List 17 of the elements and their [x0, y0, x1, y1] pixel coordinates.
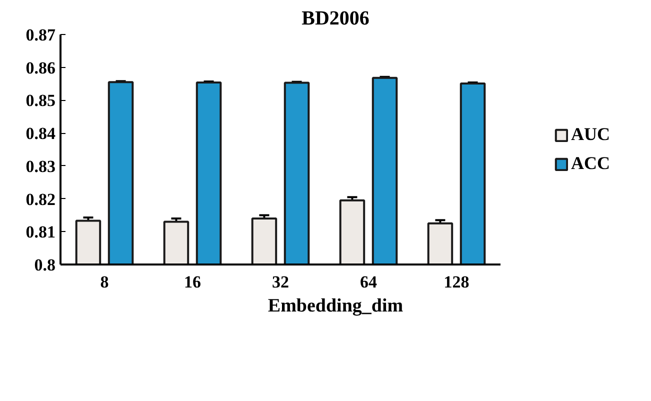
y-tick-label: 0.83: [26, 156, 56, 176]
y-tick-label: 0.87: [26, 26, 56, 44]
legend-label: ACC: [571, 153, 610, 174]
x-tick-label: 64: [360, 272, 378, 292]
chart-title: BD2006: [302, 8, 370, 30]
y-tick-label: 0.84: [26, 124, 56, 144]
y-tick-label: 0.8: [34, 256, 56, 274]
x-tick-label: 16: [184, 272, 201, 292]
x-tick-label: 8: [100, 272, 109, 292]
legend-label: AUC: [571, 124, 610, 145]
x-tick-label: 32: [272, 272, 289, 292]
x-axis-title: Embedding_dim: [268, 296, 404, 316]
y-tick-label: 0.86: [26, 58, 56, 78]
y-tick-label: 0.81: [26, 222, 56, 242]
x-tick-label: 128: [444, 272, 470, 292]
y-tick-label: 0.82: [26, 190, 56, 209]
y-tick-label: 0.85: [26, 91, 56, 110]
